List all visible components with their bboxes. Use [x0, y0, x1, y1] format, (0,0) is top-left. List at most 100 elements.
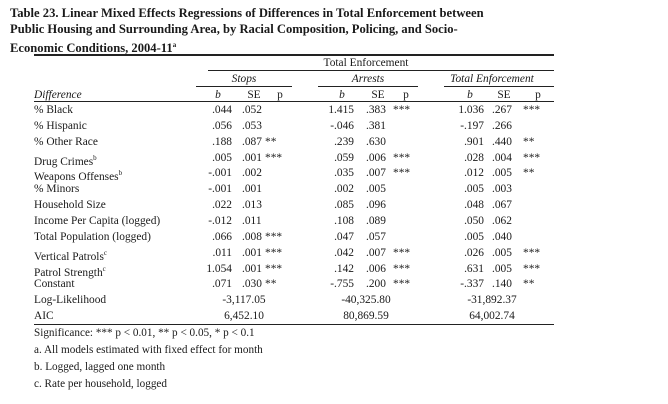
cell-se: .005 [492, 262, 512, 275]
cell-b: .002 [334, 183, 354, 196]
title-line-1: Table 23. Linear Mixed Effects Regressio… [10, 6, 484, 20]
spanner-rule [208, 70, 554, 71]
cell-b: 1.054 [206, 262, 232, 275]
cell-se: .030 [242, 278, 262, 291]
cell-se: .089 [366, 214, 386, 227]
row-label-text: Patrol Strength [34, 266, 103, 279]
cell-b: .044 [212, 104, 232, 116]
cell-se: .005 [492, 167, 512, 180]
cell-se: .067 [492, 199, 512, 212]
group-header-stops: Stops [231, 73, 257, 85]
cell-se: .001 [242, 183, 262, 196]
row-label-text: % Other Race [34, 135, 98, 148]
cell-b: -.001 [208, 167, 232, 180]
cell-se: .001 [242, 246, 262, 259]
row-label: Household Size [34, 198, 106, 212]
cell-se: .087 [242, 135, 262, 148]
stat-value: 64,002.74 [469, 309, 515, 322]
cell-b: .066 [212, 230, 232, 243]
cell-b: .631 [464, 262, 484, 275]
cell-se: .096 [366, 199, 386, 212]
cell-b: 1.036 [458, 104, 484, 116]
cell-se: .040 [492, 230, 512, 243]
row-footnote-marker: c [102, 264, 106, 273]
bottom-rule [34, 324, 554, 325]
cell-b: .085 [334, 199, 354, 212]
cell-se: .001 [242, 262, 262, 275]
header-bottom-rule [34, 101, 554, 102]
row-label: Patrol Strengthc [34, 262, 106, 280]
col-b-stops: b [215, 89, 221, 101]
cell-p: *** [265, 246, 283, 259]
significance-note: Significance: *** p < 0.01, ** p < 0.05,… [34, 327, 255, 339]
cell-se: .053 [242, 119, 262, 132]
stat-value: -40,325.80 [341, 294, 391, 306]
row-label: % Minors [34, 182, 79, 196]
stat-label: Log-Likelihood [34, 294, 107, 306]
cell-se: .008 [242, 230, 262, 243]
cell-p: *** [265, 230, 283, 243]
row-label: Vertical Patrolsc [34, 246, 107, 264]
row-header: Difference [34, 89, 82, 101]
arrests-rule [318, 86, 418, 87]
stat-value: 6,452.10 [224, 309, 264, 322]
cell-b: .005 [212, 151, 232, 164]
cell-p: *** [393, 104, 411, 116]
cell-b: -.046 [330, 119, 354, 132]
cell-b: .188 [212, 135, 232, 148]
cell-b: -.012 [208, 214, 232, 227]
title-footnote-marker: a [172, 41, 177, 49]
group-header-arrests: Arrests [351, 73, 385, 85]
row-label-text: Vertical Patrols [34, 250, 104, 263]
cell-b: .005 [464, 230, 484, 243]
cell-b: .056 [212, 119, 232, 132]
cell-se: .005 [492, 246, 512, 259]
cell-se: .383 [366, 104, 386, 116]
cell-b: .011 [212, 246, 232, 259]
row-footnote-marker: c [103, 248, 108, 257]
cell-b: .012 [464, 167, 484, 180]
cell-p: *** [393, 278, 411, 291]
cell-p: *** [393, 167, 411, 180]
row-label: Weapons Offensesb [34, 166, 122, 184]
stat-value: -3,117.05 [222, 294, 266, 306]
cell-se: .267 [492, 104, 512, 116]
cell-p: *** [523, 262, 541, 275]
cell-se: .011 [242, 214, 262, 227]
cell-p: *** [265, 151, 283, 164]
cell-se: .003 [492, 183, 512, 196]
cell-se: .005 [366, 183, 386, 196]
stops-rule [196, 86, 292, 87]
col-b-total: b [467, 89, 473, 101]
col-se-total: SE [497, 89, 511, 101]
cell-se: .007 [366, 167, 386, 180]
spanner-header: Total Enforcement [323, 57, 409, 69]
row-label: % Hispanic [34, 119, 87, 133]
cell-p: *** [393, 151, 411, 164]
cell-se: .057 [366, 230, 386, 243]
cell-b: .022 [212, 199, 232, 212]
cell-p: ** [523, 135, 535, 148]
cell-b: .048 [464, 199, 484, 212]
cell-se: .062 [492, 214, 512, 227]
cell-se: .006 [366, 151, 386, 164]
top-rule [34, 54, 554, 56]
row-label: Constant [34, 277, 75, 291]
title-line-2: Public Housing and Surrounding Area, by … [10, 22, 458, 36]
title-line-3-text: Economic Conditions, 2004-11 [10, 41, 173, 56]
cell-b: -.001 [208, 183, 232, 196]
col-p-total: p [535, 89, 541, 101]
cell-b: .028 [464, 151, 484, 164]
row-label: Income Per Capita (logged) [34, 214, 160, 228]
cell-b: .026 [464, 246, 484, 259]
cell-se: .140 [492, 278, 512, 291]
cell-b: .035 [334, 167, 354, 180]
cell-b: -.337 [460, 278, 484, 291]
stat-value: -31,892.37 [467, 294, 517, 306]
cell-p: ** [523, 278, 535, 291]
cell-p: *** [393, 262, 411, 275]
cell-p: ** [265, 278, 277, 291]
cell-se: .200 [366, 278, 386, 291]
row-label: Total Population (logged) [34, 230, 151, 244]
